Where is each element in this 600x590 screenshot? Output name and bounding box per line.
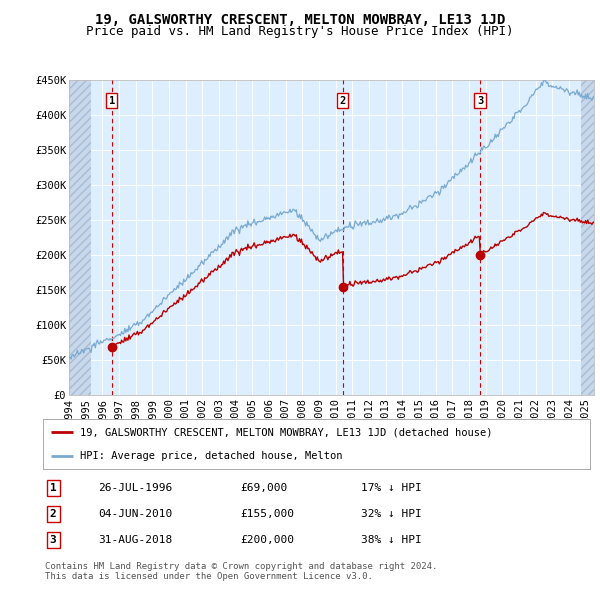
- Text: 17% ↓ HPI: 17% ↓ HPI: [361, 483, 421, 493]
- Text: £69,000: £69,000: [240, 483, 287, 493]
- Text: 3: 3: [50, 535, 56, 545]
- Text: Price paid vs. HM Land Registry's House Price Index (HPI): Price paid vs. HM Land Registry's House …: [86, 25, 514, 38]
- Text: Contains HM Land Registry data © Crown copyright and database right 2024.
This d: Contains HM Land Registry data © Crown c…: [45, 562, 437, 581]
- Text: £155,000: £155,000: [240, 509, 294, 519]
- Text: 3: 3: [477, 96, 483, 106]
- Text: 19, GALSWORTHY CRESCENT, MELTON MOWBRAY, LE13 1JD: 19, GALSWORTHY CRESCENT, MELTON MOWBRAY,…: [95, 13, 505, 27]
- Text: 2: 2: [50, 509, 56, 519]
- Text: 2: 2: [340, 96, 346, 106]
- Text: 38% ↓ HPI: 38% ↓ HPI: [361, 535, 421, 545]
- Text: HPI: Average price, detached house, Melton: HPI: Average price, detached house, Melt…: [80, 451, 343, 461]
- Text: 1: 1: [109, 96, 115, 106]
- Text: 31-AUG-2018: 31-AUG-2018: [98, 535, 172, 545]
- Text: 19, GALSWORTHY CRESCENT, MELTON MOWBRAY, LE13 1JD (detached house): 19, GALSWORTHY CRESCENT, MELTON MOWBRAY,…: [80, 427, 493, 437]
- Bar: [581, 80, 594, 395]
- Text: 32% ↓ HPI: 32% ↓ HPI: [361, 509, 421, 519]
- Bar: [69, 80, 91, 395]
- Text: 04-JUN-2010: 04-JUN-2010: [98, 509, 172, 519]
- Text: 1: 1: [50, 483, 56, 493]
- Text: 26-JUL-1996: 26-JUL-1996: [98, 483, 172, 493]
- Text: £200,000: £200,000: [240, 535, 294, 545]
